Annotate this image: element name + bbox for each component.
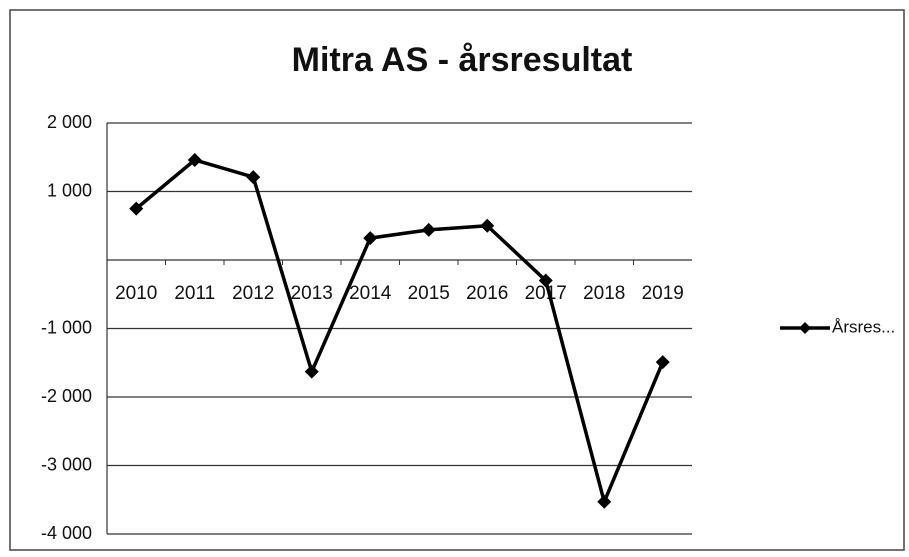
chart-title: Mitra AS - årsresultat [292,41,633,79]
x-tick-label: 2012 [232,283,274,304]
y-tick-label: -2 000 [41,386,92,406]
point-marker [129,201,144,216]
point-marker [304,364,319,379]
x-tick-label: 2014 [349,283,392,304]
x-tick-label: 2015 [408,283,450,304]
y-tick-label: -1 000 [41,317,92,337]
y-tick-label: 2 000 [47,112,92,132]
point-marker [421,222,436,237]
point-marker [655,355,670,370]
point-marker [246,170,261,185]
y-tick-label: -4 000 [41,523,92,543]
x-tick-label: 2019 [642,283,684,304]
point-marker [480,218,495,233]
x-tick-label: 2013 [291,283,333,304]
point-marker [363,231,378,246]
x-tick-label: 2011 [174,283,215,304]
y-tick-label: -3 000 [41,454,92,474]
y-tick-label: 1 000 [47,180,92,200]
legend-label: Årsres... [832,317,895,336]
legend-marker [799,322,811,334]
point-marker [538,273,553,288]
series-line [135,158,665,504]
x-tick-label: 2017 [525,283,567,304]
x-tick-label: 2016 [466,283,508,304]
point-marker [597,494,612,509]
point-marker [187,152,202,167]
x-tick-label: 2010 [115,283,157,304]
chart-frame [9,9,905,551]
x-tick-label: 2018 [583,283,625,304]
